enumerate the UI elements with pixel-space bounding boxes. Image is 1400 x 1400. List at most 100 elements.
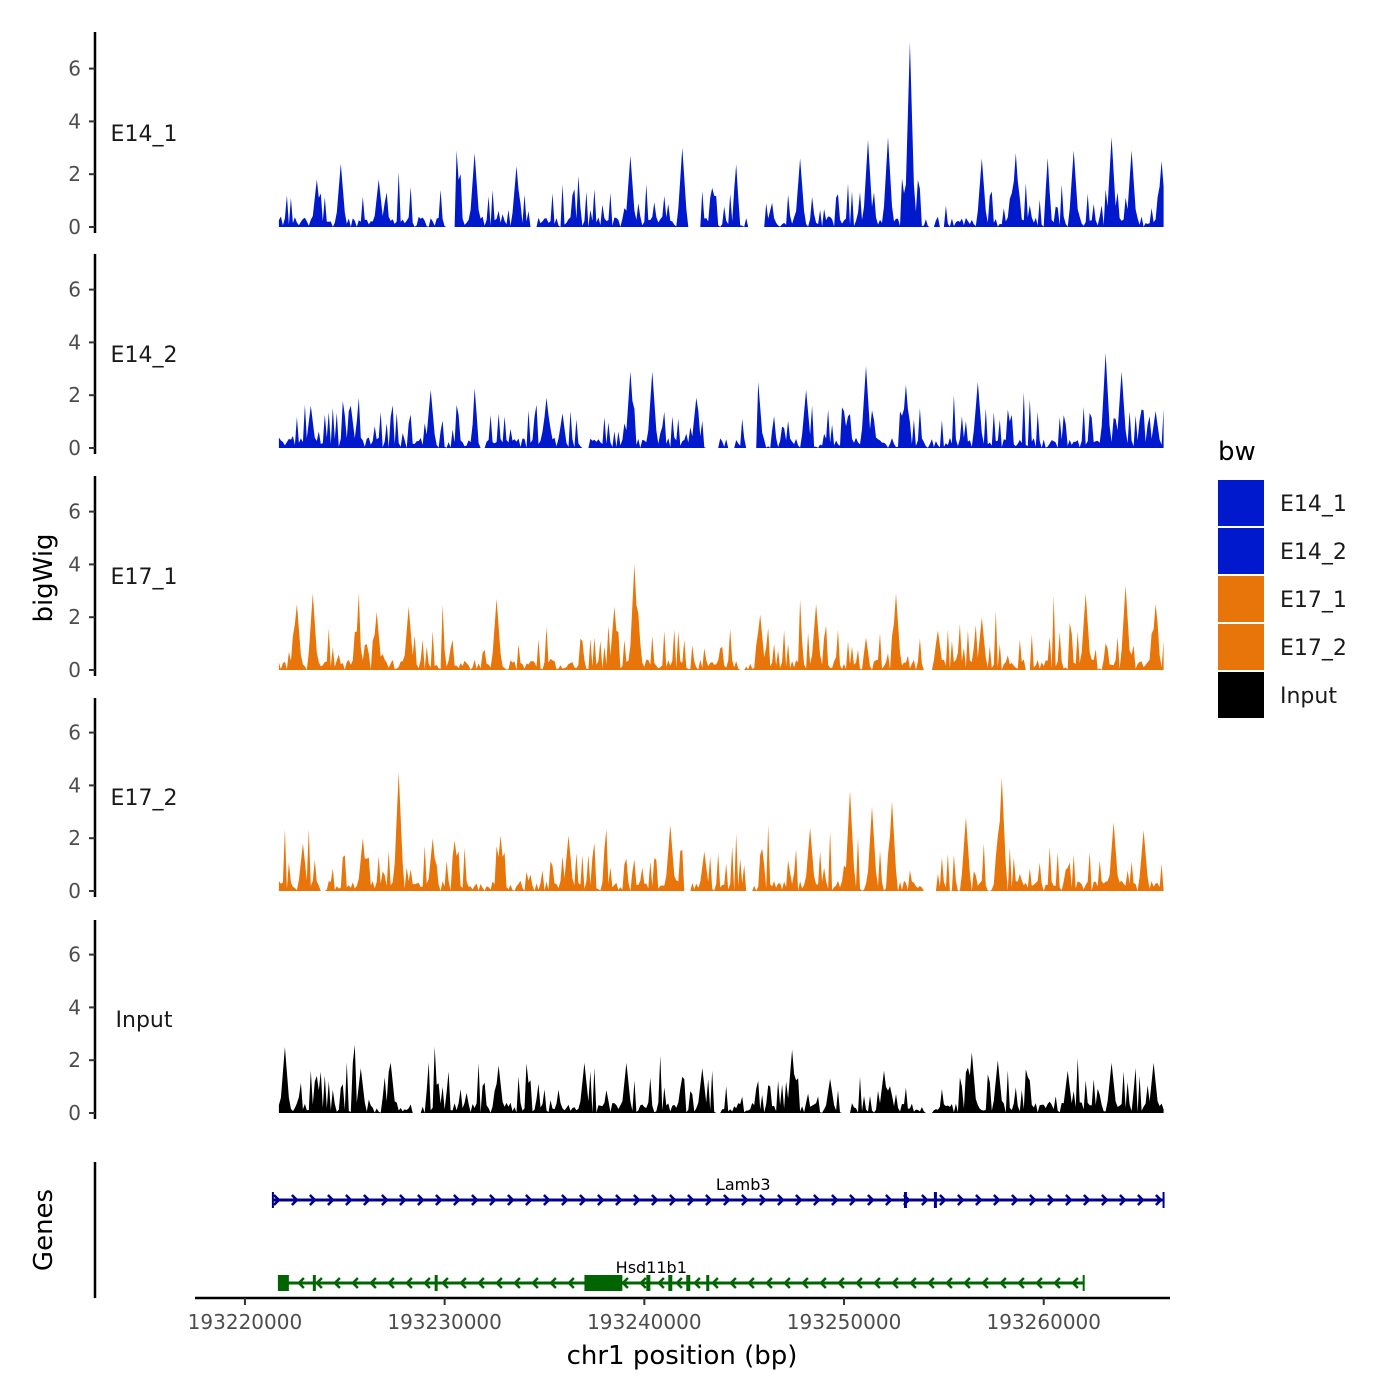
strand-chevron xyxy=(891,1277,899,1289)
exon-Hsd11b1 xyxy=(434,1275,438,1291)
signal-area-E17_2 xyxy=(278,772,1164,891)
strand-chevron xyxy=(639,1277,647,1289)
strand-chevron xyxy=(1155,1194,1163,1206)
legend-label-E14_2: E14_2 xyxy=(1280,540,1347,565)
strand-chevron xyxy=(687,1194,695,1206)
strand-chevron xyxy=(999,1277,1007,1289)
signal-area-E14_1 xyxy=(278,42,1164,228)
y-tick-label: 4 xyxy=(68,995,81,1019)
y-tick-label: 6 xyxy=(68,57,81,81)
x-axis-title: chr1 position (bp) xyxy=(567,1341,798,1371)
y-tick-label: 0 xyxy=(68,215,81,239)
strand-chevron xyxy=(495,1277,503,1289)
exon-Lamb3 xyxy=(933,1192,937,1208)
exon-Hsd11b1 xyxy=(668,1275,673,1291)
strand-chevron xyxy=(651,1194,659,1206)
strand-chevron xyxy=(459,1277,467,1289)
strand-chevron xyxy=(1065,1194,1073,1206)
legend-label-E14_1: E14_1 xyxy=(1280,492,1347,517)
strand-chevron xyxy=(327,1194,335,1206)
strand-chevron xyxy=(885,1194,893,1206)
gene-label-Lamb3: Lamb3 xyxy=(716,1175,771,1194)
strand-chevron xyxy=(849,1194,857,1206)
strand-chevron xyxy=(1071,1277,1079,1289)
strand-chevron xyxy=(939,1194,947,1206)
exon-Hsd11b1 xyxy=(706,1275,710,1291)
y-tick-label: 0 xyxy=(68,1101,81,1125)
strand-chevron xyxy=(435,1194,443,1206)
y-tick-label: 2 xyxy=(68,1048,81,1072)
exon-Hsd11b1 xyxy=(312,1275,316,1291)
exon-Hsd11b1 xyxy=(278,1275,289,1291)
x-tick-label: 193230000 xyxy=(387,1310,502,1334)
genes-panel: Lamb3 Hsd11b1 xyxy=(93,1162,1165,1298)
strand-chevron xyxy=(369,1277,377,1289)
strand-chevron xyxy=(975,1194,983,1206)
y-tick-label: 0 xyxy=(68,436,81,460)
strand-chevron xyxy=(351,1277,359,1289)
y-tick-label: 2 xyxy=(68,162,81,186)
y-tick-label: 6 xyxy=(68,278,81,302)
y-tick-label: 6 xyxy=(68,943,81,967)
track-label-E14_2: E14_2 xyxy=(111,343,178,368)
strand-chevron xyxy=(417,1194,425,1206)
track-label-E17_1: E17_1 xyxy=(111,565,178,590)
x-tick-label: 193250000 xyxy=(787,1310,902,1334)
strand-chevron xyxy=(759,1194,767,1206)
y-tick-label: 2 xyxy=(68,605,81,629)
strand-chevron xyxy=(747,1277,755,1289)
strand-chevron xyxy=(741,1194,749,1206)
strand-chevron xyxy=(831,1194,839,1206)
exon-Hsd11b1 xyxy=(686,1275,691,1291)
strand-chevron xyxy=(795,1194,803,1206)
y-tick-label: 6 xyxy=(68,500,81,524)
strand-chevron xyxy=(657,1277,665,1289)
strand-chevron xyxy=(693,1277,701,1289)
exon-Lamb3 xyxy=(903,1192,907,1208)
signal-area-Input xyxy=(278,1045,1164,1113)
track-E14_2: 0 2 4 6 E14_2 xyxy=(68,254,1164,460)
strand-chevron xyxy=(441,1277,449,1289)
strand-chevron xyxy=(981,1277,989,1289)
strand-chevron xyxy=(561,1194,569,1206)
legend-swatch-E17_2 xyxy=(1218,624,1264,670)
strand-chevron xyxy=(801,1277,809,1289)
strand-chevron xyxy=(477,1277,485,1289)
strand-chevron xyxy=(1029,1194,1037,1206)
legend-swatch-Input xyxy=(1218,672,1264,718)
strand-chevron xyxy=(711,1277,719,1289)
strand-chevron xyxy=(615,1194,623,1206)
strand-chevron xyxy=(927,1277,935,1289)
y-tick-label: 2 xyxy=(68,383,81,407)
signal-tracks: 0 2 4 6 E14_1 0 2 4 6 E14_2 0 2 4 6 E17_1 0 2 4 6 E17_2 0 2 4 6… xyxy=(68,32,1164,1125)
strand-chevron xyxy=(957,1194,965,1206)
track-E17_1: 0 2 4 6 E17_1 xyxy=(68,476,1164,682)
strand-chevron xyxy=(1017,1277,1025,1289)
legend-label-E17_1: E17_1 xyxy=(1280,588,1347,613)
strand-chevron xyxy=(489,1194,497,1206)
gene-label-Hsd11b1: Hsd11b1 xyxy=(616,1258,687,1277)
strand-chevron xyxy=(813,1194,821,1206)
strand-chevron xyxy=(909,1277,917,1289)
strand-chevron xyxy=(579,1194,587,1206)
strand-chevron xyxy=(567,1277,575,1289)
strand-chevron xyxy=(633,1194,641,1206)
strand-chevron xyxy=(1101,1194,1109,1206)
strand-chevron xyxy=(1035,1277,1043,1289)
track-E17_2: 0 2 4 6 E17_2 xyxy=(68,698,1164,903)
strand-chevron xyxy=(867,1194,875,1206)
strand-chevron xyxy=(363,1194,371,1206)
strand-chevron xyxy=(1047,1194,1055,1206)
strand-chevron xyxy=(777,1194,785,1206)
strand-chevron xyxy=(921,1194,929,1206)
legend-swatch-E14_2 xyxy=(1218,528,1264,574)
strand-chevron xyxy=(783,1277,791,1289)
track-label-E17_2: E17_2 xyxy=(111,786,178,811)
y-tick-label: 0 xyxy=(68,658,81,682)
strand-chevron xyxy=(723,1194,731,1206)
y-tick-label: 4 xyxy=(68,552,81,576)
strand-chevron xyxy=(675,1277,683,1289)
y-tick-label: 0 xyxy=(68,879,81,903)
exon-Hsd11b1 xyxy=(584,1275,623,1291)
